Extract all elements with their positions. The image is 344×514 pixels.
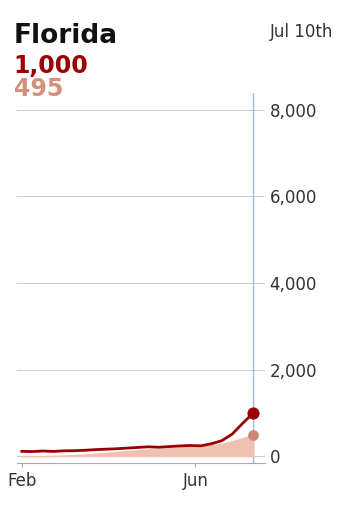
Text: Jul 10th: Jul 10th — [270, 23, 334, 41]
Text: 495: 495 — [14, 77, 63, 101]
Point — [250, 409, 256, 417]
Point — [250, 431, 256, 439]
Text: 1,000: 1,000 — [14, 54, 88, 78]
Text: Florida: Florida — [14, 23, 118, 49]
